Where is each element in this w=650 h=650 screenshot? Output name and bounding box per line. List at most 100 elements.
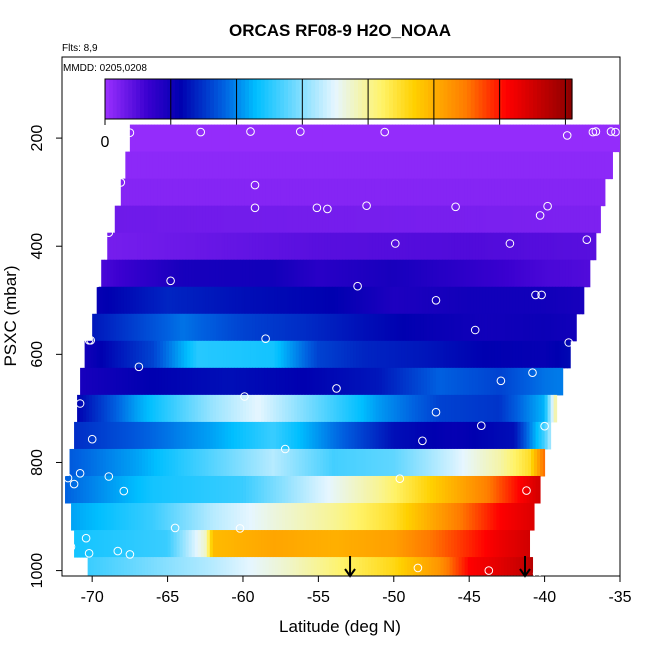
colorbar-swatch [494, 79, 499, 119]
data-cell [233, 232, 238, 261]
data-cell [586, 232, 591, 261]
data-cell [143, 394, 147, 423]
data-cell [440, 340, 445, 369]
data-cell [509, 286, 514, 315]
data-cell [95, 530, 99, 558]
data-cell [431, 286, 436, 315]
data-cell [363, 151, 368, 180]
data-cell [455, 557, 460, 576]
data-cell [564, 205, 568, 234]
data-cell [437, 557, 442, 576]
data-cell [300, 530, 304, 558]
data-cell [144, 340, 149, 369]
data-cell [354, 151, 359, 180]
data-cell [274, 448, 279, 477]
data-cell [490, 259, 494, 288]
colorbar-swatch [420, 79, 425, 119]
data-cell [482, 448, 487, 477]
data-cell [267, 421, 271, 450]
data-cell [496, 394, 500, 423]
data-cell [487, 232, 491, 261]
data-cell [544, 151, 549, 180]
data-cell [149, 503, 153, 531]
data-cell [445, 259, 449, 288]
data-cell [69, 448, 74, 477]
data-cell [434, 448, 439, 477]
data-cell [268, 340, 273, 369]
data-cell [274, 557, 279, 576]
data-cell [90, 557, 95, 576]
data-cell [567, 178, 571, 207]
data-cell [481, 367, 485, 396]
data-cell [105, 557, 110, 576]
data-cell [303, 367, 307, 396]
data-cell [341, 124, 345, 153]
data-cell [431, 205, 436, 234]
data-cell [256, 557, 261, 576]
data-cell [410, 448, 414, 477]
data-cell [552, 205, 556, 234]
data-cell [493, 421, 497, 450]
data-cell [432, 151, 437, 180]
data-cell [182, 232, 187, 261]
data-cell [439, 421, 443, 450]
data-cell [227, 503, 232, 531]
data-cell [336, 530, 340, 558]
data-cell [423, 232, 428, 261]
data-cell [559, 259, 564, 288]
data-cell [270, 313, 274, 342]
data-cell [294, 367, 298, 396]
data-cell [289, 286, 294, 315]
data-cell [220, 448, 224, 477]
data-cell [117, 205, 122, 234]
data-cell [360, 503, 365, 531]
data-cell [185, 367, 190, 396]
data-cell [239, 151, 244, 180]
data-cell [357, 313, 362, 342]
colorbar-swatch [474, 79, 480, 119]
data-cell [233, 394, 238, 423]
data-cell [268, 286, 273, 315]
data-cell [178, 557, 182, 576]
data-cell [267, 367, 271, 396]
data-cell [152, 232, 157, 261]
data-cell [393, 503, 398, 531]
data-cell [98, 313, 102, 342]
data-cell [466, 421, 470, 450]
data-cell [316, 340, 321, 369]
data-cell [472, 394, 476, 423]
data-cell [197, 394, 202, 423]
data-cell [452, 124, 457, 153]
data-cell [289, 205, 294, 234]
data-cell [550, 367, 555, 396]
data-cell [146, 367, 150, 396]
data-cell [446, 448, 451, 477]
data-cell [600, 178, 604, 207]
data-cell [310, 340, 315, 369]
data-cell [143, 313, 147, 342]
data-cell [264, 503, 268, 531]
data-cell [205, 124, 209, 153]
data-cell [469, 421, 473, 450]
data-cell [150, 448, 155, 477]
data-cell [378, 367, 383, 396]
data-cell [259, 557, 264, 576]
data-cell [586, 151, 591, 180]
data-cell [404, 205, 408, 234]
colorbar-swatch [455, 79, 460, 119]
data-cell [173, 151, 178, 180]
colorbar-swatch [377, 79, 382, 119]
data-cell [464, 557, 469, 576]
data-cell [398, 448, 402, 477]
data-cell [128, 394, 132, 423]
data-cell [200, 394, 205, 423]
data-cell [173, 503, 178, 531]
data-cell [155, 394, 160, 423]
data-cell [368, 178, 372, 207]
data-cell [460, 421, 464, 450]
data-cell [380, 178, 384, 207]
data-cell [153, 124, 158, 153]
data-cell [122, 475, 126, 504]
data-cell [203, 313, 208, 342]
data-cell [294, 313, 298, 342]
